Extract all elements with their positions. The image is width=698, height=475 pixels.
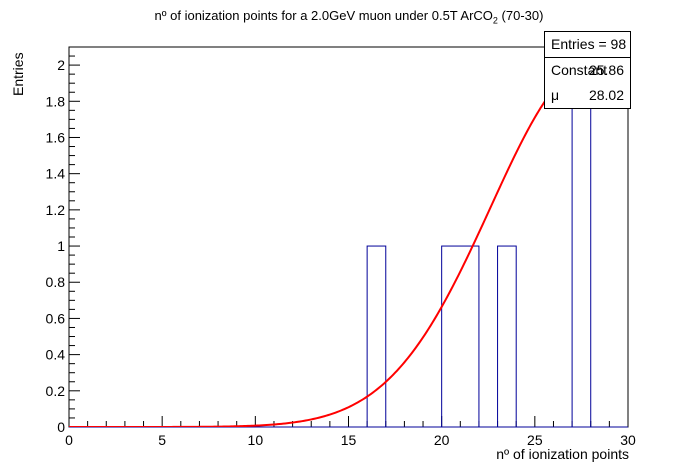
x-tick-label: 10: [248, 432, 264, 448]
y-tick-label: 1.2: [46, 202, 66, 218]
x-tick-label: 25: [527, 432, 543, 448]
x-axis-label: nº of ionization points: [496, 446, 629, 462]
x-tick-label: 15: [341, 432, 357, 448]
fit-curve: [69, 64, 628, 427]
stats-mu-label: μ: [551, 87, 560, 103]
stats-constant-row: Constant 25.86: [545, 58, 630, 83]
x-tick-label: 0: [65, 432, 73, 448]
histogram-bin: [441, 245, 480, 428]
y-tick-label: 0.6: [46, 310, 66, 326]
y-tick-label: 1: [57, 238, 65, 254]
y-tick-label: 0.2: [46, 383, 66, 399]
y-tick-label: 0: [57, 419, 65, 435]
histogram-bin: [497, 245, 517, 428]
x-tick-label: 30: [620, 432, 636, 448]
stats-constant-label: Constant: [551, 62, 608, 78]
stats-mu-value: 28.02: [588, 87, 624, 103]
y-axis-label: Entries: [10, 52, 26, 96]
stats-entries: Entries = 98: [551, 36, 627, 52]
stats-mu-row: μ 28.02: [545, 83, 630, 108]
y-tick-label: 1.4: [46, 166, 66, 182]
stats-entries-row: Entries = 98: [545, 32, 630, 58]
y-tick-label: 2: [57, 57, 65, 73]
y-tick-label: 0.8: [46, 274, 66, 290]
y-tick-label: 1.6: [46, 129, 66, 145]
x-tick-label: 5: [158, 432, 166, 448]
y-tick-label: 1.8: [46, 93, 66, 109]
chart-title: nº of ionization points for a 2.0GeV muo…: [154, 8, 544, 26]
histogram-bin: [571, 64, 592, 428]
histogram-bin: [366, 245, 387, 428]
stats-box: Entries = 98 Constant 25.86 μ 28.02: [544, 31, 631, 109]
x-tick-label: 20: [434, 432, 450, 448]
stats-constant-value: 25.86: [588, 62, 624, 78]
y-tick-label: 0.4: [46, 347, 66, 363]
